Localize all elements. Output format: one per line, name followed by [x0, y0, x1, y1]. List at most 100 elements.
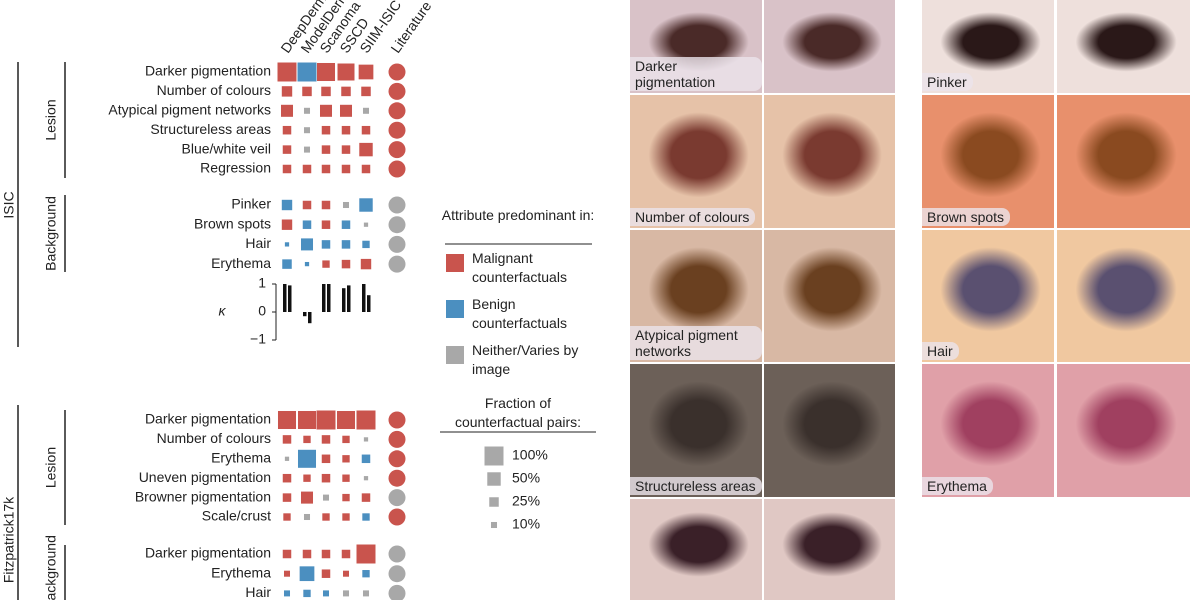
fraction-square: [361, 125, 371, 135]
kappa-bar: [322, 284, 326, 312]
kappa-tick-label: −1: [250, 331, 266, 347]
fraction-square: [322, 590, 330, 597]
legend-label: Malignant counterfactuals: [472, 250, 567, 285]
literature-dot: [388, 450, 406, 468]
fraction-square: [341, 164, 351, 174]
legend-label: Benign counterfactuals: [472, 296, 567, 331]
fraction-square: [362, 513, 370, 521]
size-swatch: [490, 521, 498, 529]
fraction-square: [321, 86, 331, 97]
fraction-square: [342, 201, 350, 209]
legend-swatch: [446, 254, 464, 272]
literature-dot: [388, 141, 406, 159]
legend-swatch: [446, 300, 464, 318]
literature-dot: [388, 63, 406, 81]
fraction-square: [341, 220, 351, 229]
image-caption: Erythema: [922, 477, 993, 495]
fraction-square: [321, 569, 331, 578]
counterfactual-image: [1057, 95, 1190, 228]
fraction-square: [321, 435, 331, 444]
literature-dot: [388, 196, 406, 214]
fraction-square: [303, 474, 311, 482]
fraction-square: [302, 549, 312, 559]
row-label: Number of colours: [157, 82, 271, 98]
fraction-square: [321, 549, 331, 559]
row-label: Hair: [245, 235, 271, 251]
fraction-square: [342, 493, 350, 502]
fraction-square: [321, 220, 331, 229]
fraction-square: [362, 107, 370, 114]
fraction-square: [362, 590, 370, 597]
fraction-square: [302, 164, 312, 174]
row-label: Uneven pigmentation: [139, 469, 271, 485]
lesion-image: Number of colours: [630, 95, 762, 228]
fraction-square: [281, 86, 293, 97]
fraction-square: [363, 222, 369, 227]
legend-label: Neither/Varies by image: [472, 342, 579, 377]
image-caption: Pinker: [922, 73, 973, 91]
legend-swatch: [446, 346, 464, 364]
lesion-image: Erythema: [922, 364, 1054, 497]
size-swatch: [489, 497, 499, 507]
fraction-square: [363, 476, 369, 481]
kappa-bar: [367, 295, 371, 312]
kappa-bar: [342, 288, 346, 312]
row-label: Erythema: [211, 564, 271, 580]
literature-dot: [388, 411, 406, 429]
fraction-square: [277, 62, 297, 82]
row-label: Scale/crust: [202, 508, 271, 524]
fraction-square: [321, 454, 331, 464]
literature-dot: [388, 82, 406, 100]
literature-dot: [388, 160, 406, 178]
fraction-square: [316, 410, 336, 430]
fraction-square: [302, 86, 312, 97]
fraction-square: [282, 145, 292, 154]
fraction-square: [282, 493, 292, 502]
fraction-square: [321, 164, 331, 174]
lesion-image: Darker pigmentation: [630, 0, 762, 93]
fraction-square: [297, 410, 317, 430]
fraction-square: [341, 259, 351, 269]
fraction-square: [277, 410, 297, 430]
literature-dot: [388, 121, 406, 139]
literature-dot: [388, 235, 406, 253]
attribute-matrix: DeepDermModelDermScanomaSSCDSIIM-ISICLit…: [1, 0, 596, 600]
fraction-square: [342, 474, 350, 482]
fraction-square: [361, 493, 371, 502]
fraction-square: [303, 513, 311, 521]
fraction-square: [300, 491, 314, 504]
kappa-bar: [347, 285, 351, 312]
fraction-square: [363, 437, 369, 442]
counterfactual-image: [1057, 0, 1190, 93]
fraction-square: [303, 435, 311, 444]
kappa-label: κ: [219, 303, 227, 319]
fraction-square: [282, 259, 292, 269]
row-label: Atypical pigment networks: [108, 102, 271, 118]
fraction-square: [297, 62, 317, 82]
row-label: Regression: [200, 160, 271, 176]
lesion-image: Structureless areas: [630, 364, 762, 497]
fraction-square: [321, 473, 331, 483]
size-swatch: [484, 446, 504, 466]
fraction-square: [322, 260, 330, 268]
fraction-square: [300, 238, 314, 251]
literature-dot: [388, 489, 406, 507]
fraction-square: [339, 104, 353, 117]
fraction-square: [342, 513, 350, 521]
image-caption: Number of colours: [630, 208, 756, 226]
counterfactual-image: [764, 499, 895, 600]
dataset-label: ISIC: [1, 191, 17, 218]
fraction-square: [284, 456, 290, 461]
fraction-square: [283, 513, 291, 521]
literature-dot: [388, 584, 406, 600]
fraction-square: [303, 146, 311, 153]
row-label: Erythema: [211, 450, 271, 466]
literature-dot: [388, 469, 406, 487]
fraction-square: [282, 125, 292, 135]
legend-title: Attribute predominant in:: [441, 207, 595, 223]
literature-dot: [388, 545, 406, 563]
image-caption: Atypical pigment networks: [630, 326, 762, 360]
image-caption: Hair: [922, 342, 959, 360]
group-label: Background: [43, 196, 59, 271]
